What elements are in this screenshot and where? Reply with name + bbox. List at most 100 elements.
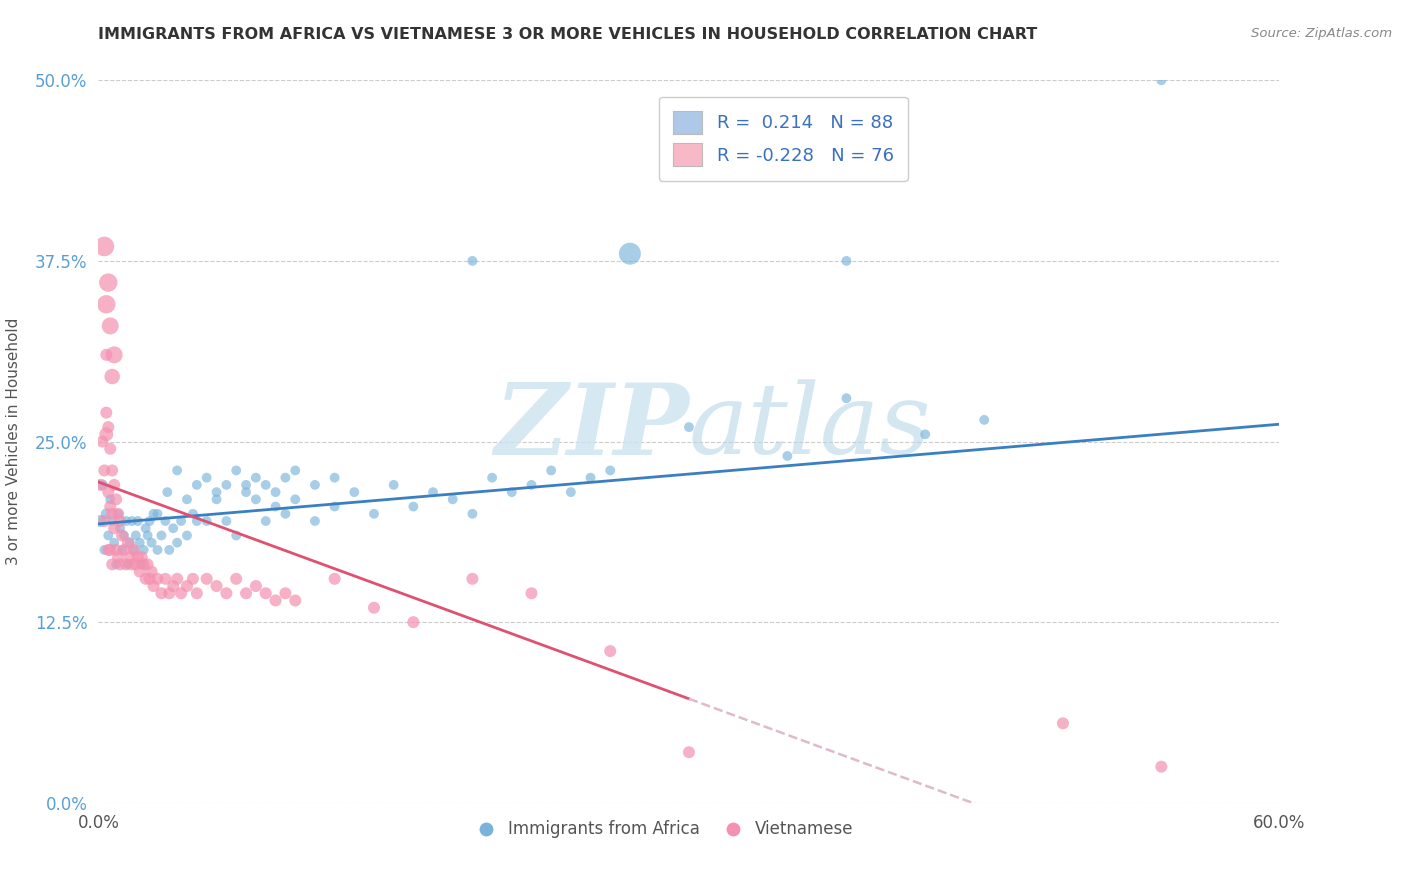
Point (93, 239, 115, 253)
Point (402, 615, 425, 630)
Point (103, 348, 125, 362)
Point (215, 514, 238, 528)
Point (1052, 716, 1074, 731)
Point (441, 492, 464, 507)
Point (619, 246, 641, 260)
Point (157, 586, 180, 600)
Point (304, 478, 326, 492)
Point (98, 318, 121, 333)
Point (98, 542, 121, 557)
Point (107, 507, 129, 521)
Point (599, 644, 621, 658)
Point (181, 572, 204, 586)
Point (135, 521, 157, 535)
Point (127, 550, 149, 565)
Point (97, 420, 120, 434)
Point (131, 550, 153, 565)
Point (128, 565, 150, 579)
Point (274, 470, 297, 484)
Point (264, 485, 287, 500)
Point (162, 579, 184, 593)
Point (107, 550, 129, 565)
Point (125, 558, 148, 572)
Point (166, 463, 188, 477)
Point (914, 427, 936, 442)
Point (274, 507, 297, 521)
Point (254, 478, 277, 492)
Point (117, 558, 139, 572)
Point (205, 485, 228, 500)
Point (132, 542, 155, 557)
Point (245, 492, 267, 507)
Point (1150, 73, 1173, 87)
Point (264, 500, 287, 514)
Point (155, 572, 177, 586)
Point (103, 535, 125, 549)
Point (176, 579, 198, 593)
Point (98, 442, 121, 456)
Point (170, 586, 193, 600)
Point (382, 478, 405, 492)
Point (122, 542, 145, 557)
Point (103, 478, 125, 492)
Point (501, 485, 523, 500)
Point (363, 600, 385, 615)
Point (835, 391, 858, 405)
Point (461, 572, 484, 586)
Point (235, 586, 257, 600)
Point (205, 492, 228, 507)
Point (195, 514, 218, 528)
Point (150, 586, 173, 600)
Point (96, 297, 118, 311)
Point (284, 593, 307, 607)
Point (166, 535, 188, 549)
Point (125, 528, 148, 542)
Point (402, 500, 425, 514)
Point (560, 485, 582, 500)
Point (93, 463, 115, 477)
Point (101, 558, 124, 572)
Point (105, 492, 128, 507)
Point (105, 558, 128, 572)
Point (181, 507, 204, 521)
Point (205, 579, 228, 593)
Point (195, 572, 218, 586)
Point (117, 535, 139, 549)
Point (520, 586, 543, 600)
Point (540, 463, 562, 477)
Point (363, 507, 385, 521)
Legend: Immigrants from Africa, Vietnamese: Immigrants from Africa, Vietnamese (471, 814, 859, 845)
Point (461, 507, 484, 521)
Point (128, 535, 150, 549)
Point (146, 542, 169, 557)
Point (108, 558, 131, 572)
Point (96, 507, 118, 521)
Point (235, 478, 257, 492)
Point (245, 470, 267, 484)
Point (136, 558, 159, 572)
Point (135, 572, 157, 586)
Point (156, 485, 179, 500)
Point (111, 528, 134, 542)
Point (835, 253, 858, 268)
Point (225, 572, 247, 586)
Point (195, 470, 218, 484)
Point (107, 507, 129, 521)
Point (138, 572, 160, 586)
Point (323, 500, 346, 514)
Y-axis label: 3 or more Vehicles in Household: 3 or more Vehicles in Household (6, 318, 21, 566)
Point (146, 572, 169, 586)
Point (132, 558, 155, 572)
Point (141, 535, 163, 549)
Point (162, 521, 184, 535)
Point (96, 406, 118, 420)
Point (97, 542, 120, 557)
Point (98, 492, 121, 507)
Point (101, 369, 124, 384)
Point (142, 507, 165, 521)
Point (235, 485, 257, 500)
Point (520, 478, 543, 492)
Text: ZIP: ZIP (494, 379, 689, 475)
Point (98, 500, 121, 514)
Point (150, 528, 173, 542)
